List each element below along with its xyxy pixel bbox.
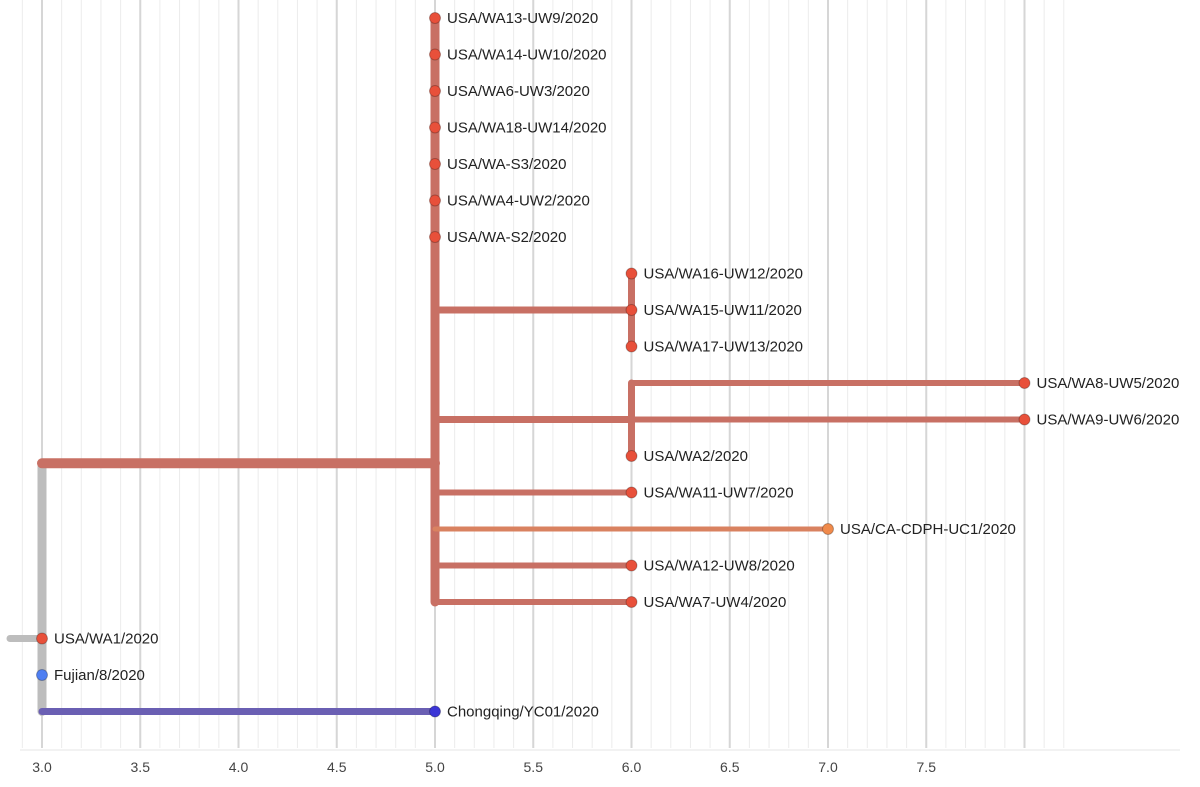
tip-label: USA/WA16-UW12/2020 bbox=[644, 266, 804, 283]
tip-node bbox=[625, 486, 638, 499]
x-tick-label: 5.5 bbox=[524, 759, 544, 775]
tip-node bbox=[429, 194, 441, 207]
x-tick-label: 5.0 bbox=[425, 759, 445, 775]
tip-label: USA/WA17-UW13/2020 bbox=[644, 339, 804, 356]
x-tick-label: 3.0 bbox=[32, 759, 52, 775]
tip-label: USA/WA14-UW10/2020 bbox=[447, 47, 607, 64]
tip-label: USA/WA8-UW5/2020 bbox=[1037, 375, 1180, 392]
tip-node bbox=[429, 48, 441, 61]
tip-label: USA/WA7-UW4/2020 bbox=[644, 594, 787, 611]
tip-node bbox=[625, 596, 638, 608]
tip-node bbox=[625, 340, 638, 353]
tip-node bbox=[429, 231, 441, 243]
x-tick-label: 4.5 bbox=[327, 759, 347, 775]
tip-label: USA/WA11-UW7/2020 bbox=[644, 485, 794, 502]
tip-label: USA/WA4-UW2/2020 bbox=[447, 193, 590, 210]
tip-node bbox=[36, 632, 48, 645]
tip-label: USA/WA-S3/2020 bbox=[447, 156, 567, 173]
tree-branches bbox=[6, 13, 1028, 716]
tip-label: USA/WA12-UW8/2020 bbox=[644, 558, 795, 575]
tip-node bbox=[429, 705, 441, 718]
x-axis: 3.0 3.5 4.0 4.5 5.0 5.5 6.0 6.5 7.0 7.5 bbox=[20, 749, 1180, 775]
tip-node bbox=[625, 450, 638, 462]
tip-label: Chongqing/YC01/2020 bbox=[447, 704, 599, 721]
tip-labels: USA/WA13-UW9/2020 USA/WA14-UW10/2020 USA/W… bbox=[54, 10, 1179, 721]
tip-node bbox=[36, 669, 48, 681]
x-tick-label: 4.0 bbox=[229, 759, 249, 775]
tip-node bbox=[1018, 377, 1031, 389]
x-tick-label: 6.5 bbox=[720, 759, 740, 775]
tip-node bbox=[429, 121, 441, 134]
tip-node bbox=[822, 523, 834, 535]
tip-label: USA/WA9-UW6/2020 bbox=[1037, 412, 1180, 429]
grid-lines bbox=[21, 0, 1065, 748]
tip-node bbox=[625, 559, 638, 572]
tip-label: USA/WA-S2/2020 bbox=[447, 229, 567, 246]
tip-node bbox=[625, 267, 638, 280]
tip-label: USA/WA13-UW9/2020 bbox=[447, 10, 598, 27]
x-tick-label: 7.5 bbox=[917, 759, 937, 775]
tip-label: USA/WA1/2020 bbox=[54, 631, 159, 648]
tip-label: USA/CA-CDPH-UC1/2020 bbox=[840, 521, 1016, 538]
tip-label: USA/WA6-UW3/2020 bbox=[447, 83, 590, 100]
x-tick-label: 7.0 bbox=[818, 759, 838, 775]
tip-nodes bbox=[36, 12, 1031, 718]
tip-label: Fujian/8/2020 bbox=[54, 667, 145, 684]
x-tick-label: 3.5 bbox=[131, 759, 151, 775]
tip-node bbox=[429, 12, 441, 24]
tip-node bbox=[1018, 413, 1031, 426]
tip-label: USA/WA18-UW14/2020 bbox=[447, 120, 607, 137]
tip-node bbox=[625, 304, 638, 316]
tip-node bbox=[429, 85, 441, 97]
tip-label: USA/WA15-UW11/2020 bbox=[644, 302, 802, 319]
tip-node bbox=[429, 158, 441, 170]
tip-label: USA/WA2/2020 bbox=[644, 448, 749, 465]
x-tick-label: 6.0 bbox=[622, 759, 642, 775]
